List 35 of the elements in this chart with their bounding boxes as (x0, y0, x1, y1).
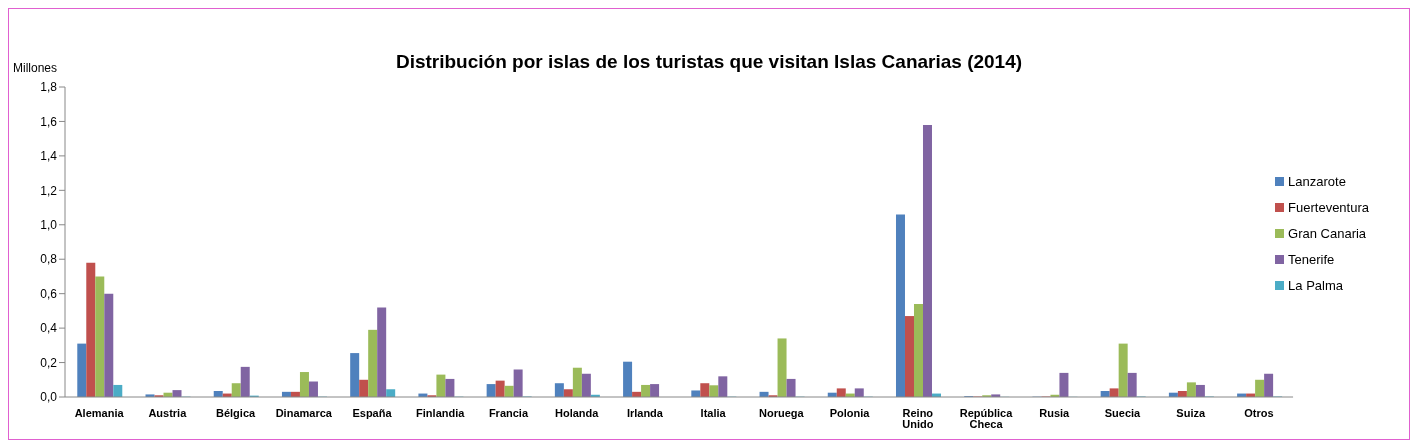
y-tick-label: 0,6 (40, 286, 58, 301)
x-tick-label: Italia (700, 406, 727, 419)
y-axis-title: Millones (13, 61, 58, 75)
x-tick-label: Reino Unido (902, 406, 934, 430)
legend-label: Lanzarote (1288, 174, 1346, 189)
x-tick-label: Austria (148, 406, 188, 419)
x-tick-label: Rusia (1039, 406, 1071, 419)
y-tick-label: 0,8 (40, 252, 58, 267)
legend-label: Tenerife (1288, 252, 1335, 267)
x-tick-label: Otros (1244, 406, 1274, 419)
y-tick-label: 0,2 (40, 355, 58, 370)
y-tick-label: 0,0 (40, 390, 58, 405)
x-tick-label: Bélgica (215, 406, 256, 419)
y-tick-label: 1,6 (40, 114, 58, 129)
x-tick-label: España (352, 406, 393, 419)
x-tick-label: Finlandia (416, 406, 466, 419)
x-tick-label: Noruega (759, 406, 805, 419)
y-tick-label: 1,8 (40, 80, 58, 95)
x-tick-label: República Checa (959, 406, 1014, 430)
x-tick-label: Suiza (1176, 406, 1206, 419)
y-tick-label: 1,4 (40, 149, 58, 164)
x-tick-label: Alemania (74, 406, 125, 419)
x-tick-label: Suecia (1104, 406, 1142, 419)
y-tick-label: 0,4 (40, 321, 58, 336)
x-tick-label: Polonia (829, 406, 871, 419)
legend-label: Fuerteventura (1288, 200, 1369, 215)
x-tick-label: Francia (488, 406, 529, 419)
y-tick-label: 1,0 (40, 218, 58, 233)
y-tick-label: 1,2 (40, 183, 58, 198)
legend-label: La Palma (1288, 278, 1343, 293)
x-tick-label: Holanda (554, 406, 600, 419)
legend-label: Gran Canaria (1288, 226, 1367, 241)
chart-title: Distribución por islas de los turistas que visitan Islas Canarias (2014) (395, 51, 1023, 72)
x-tick-label: Dinamarca (275, 406, 333, 419)
x-tick-label: Irlanda (626, 406, 664, 419)
